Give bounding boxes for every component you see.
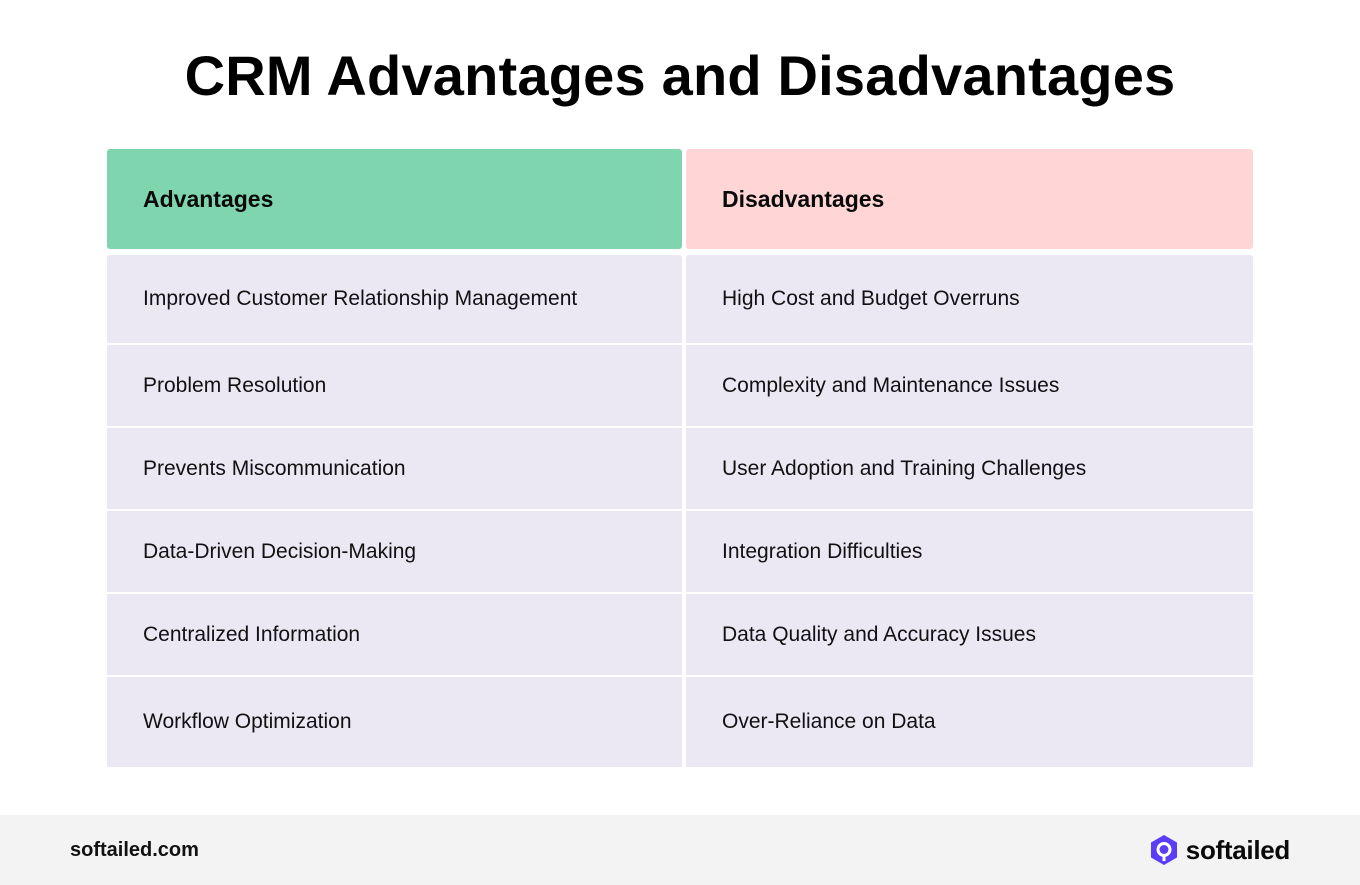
advantages-column: Advantages Improved Customer Relationshi… [107, 149, 682, 767]
advantages-header: Advantages [107, 149, 682, 249]
softailed-logo-icon [1150, 835, 1177, 865]
advantage-item: Centralized Information [107, 594, 682, 675]
advantage-item: Data-Driven Decision-Making [107, 511, 682, 592]
disadvantage-item: User Adoption and Training Challenges [686, 428, 1253, 509]
advantage-item: Workflow Optimization [107, 677, 682, 767]
disadvantages-header: Disadvantages [686, 149, 1253, 249]
brand-name: softailed [1185, 834, 1291, 865]
advantages-rows: Improved Customer Relationship Managemen… [107, 255, 682, 767]
footer: softailed.com softailed [0, 815, 1360, 885]
disadvantage-item: Integration Difficulties [686, 511, 1253, 592]
brand-logo: softailed [1150, 815, 1290, 885]
page-title: CRM Advantages and Disadvantages [184, 44, 1176, 107]
disadvantage-item: Data Quality and Accuracy Issues [686, 594, 1253, 675]
disadvantages-column: Disadvantages High Cost and Budget Overr… [686, 149, 1253, 767]
footer-url: softailed.com [70, 839, 199, 861]
disadvantage-item: Complexity and Maintenance Issues [686, 345, 1253, 426]
advantage-item: Prevents Miscommunication [107, 428, 682, 509]
disadvantages-rows: High Cost and Budget Overruns Complexity… [686, 255, 1253, 767]
advantage-item: Problem Resolution [107, 345, 682, 426]
disadvantage-item: High Cost and Budget Overruns [686, 255, 1253, 343]
advantage-item: Improved Customer Relationship Managemen… [107, 255, 682, 343]
disadvantage-item: Over-Reliance on Data [686, 677, 1253, 767]
